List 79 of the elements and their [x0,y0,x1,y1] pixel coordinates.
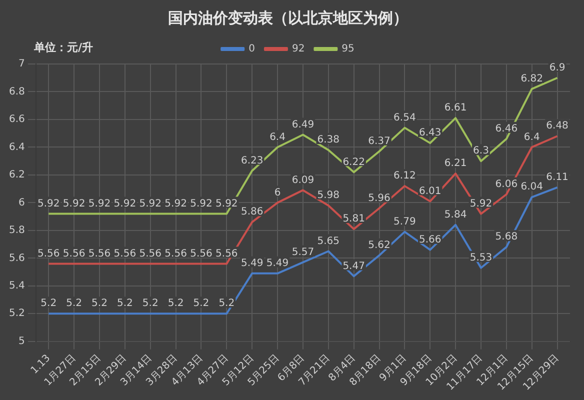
data-label: 5.92 [88,198,111,210]
y-tick-label: 6.4 [8,142,25,153]
data-label: 6.48 [546,120,568,132]
y-tick-label: 5 [18,336,25,347]
data-label: 5.98 [317,190,340,202]
data-label: 5.86 [240,206,264,218]
data-label: 5.92 [139,198,162,210]
data-label: 5.56 [190,248,212,260]
data-label: 5.92 [470,198,492,210]
legend-label: 95 [342,44,354,55]
data-label: 5.2 [142,298,158,310]
data-label: 5.56 [114,248,136,260]
data-label: 5.2 [66,298,82,310]
data-label: 5.56 [88,248,111,260]
data-label: 5.53 [470,252,492,264]
data-label: 6.22 [342,156,365,168]
y-tick-label: 5.2 [8,308,25,320]
y-tick-label: 6.8 [8,86,25,98]
y-tick-label: 5.6 [8,252,25,264]
data-label: 6.12 [394,170,416,182]
data-label: 6.38 [317,134,340,146]
data-label: 5.81 [342,214,365,225]
data-label: 5.79 [394,216,416,228]
data-label: 6.06 [495,178,518,190]
data-label: 6.09 [292,174,314,186]
data-label: 6.46 [495,123,518,134]
data-label: 5.66 [418,234,442,246]
data-label: 5.92 [62,198,86,210]
data-label: 5.84 [444,209,467,220]
data-label: 6.04 [520,182,543,193]
data-label: 6.23 [240,155,264,166]
data-label: 5.92 [37,198,60,210]
legend-label: 0 [248,44,255,55]
data-label: 5.56 [139,248,162,260]
data-label: 5.56 [37,248,60,260]
data-label: 5.2 [168,298,184,310]
data-label: 5.92 [190,198,212,210]
data-label: 5.2 [218,298,235,310]
data-label: 5.96 [368,192,390,204]
y-tick-label: 5.4 [8,280,25,292]
data-label: 5.49 [266,258,289,270]
data-label: 6.3 [473,146,489,157]
y-tick-label: 6 [18,197,25,208]
y-tick-label: 5.8 [8,225,25,236]
data-label: 6.9 [549,62,566,74]
data-label: 6.37 [368,136,390,147]
data-label: 5.2 [116,298,133,310]
data-label: 6.49 [292,119,314,130]
data-label: 5.92 [114,198,136,210]
data-label: 5.49 [240,258,264,270]
data-label: 5.65 [317,236,340,247]
y-tick-label: 6.6 [8,114,25,126]
data-label: 6.11 [546,172,568,184]
data-label: 5.68 [495,232,518,243]
data-label: 6.82 [520,74,543,85]
data-label: 5.47 [342,260,365,272]
data-label: 6.4 [270,132,286,143]
text: 单位：元/升 [33,40,94,54]
data-label: 6.54 [394,112,416,124]
data-label: 5.56 [216,248,238,260]
y-tick-label: 6.2 [8,170,25,181]
data-label: 5.2 [193,298,210,310]
chart-title: 国内油价变动表（以北京地区为例） [168,8,408,27]
data-label: 5.62 [368,240,390,251]
data-label: 6.61 [444,102,467,114]
data-label: 6.4 [524,132,540,143]
data-label: 5.92 [164,198,187,210]
data-label: 5.2 [40,298,57,310]
data-label: 5.56 [164,248,187,260]
data-label: 5.56 [62,248,86,260]
data-label: 5.57 [292,246,314,258]
data-label: 5.92 [216,198,238,210]
data-label: 6.43 [418,128,442,139]
data-label: 6.01 [418,186,442,197]
y-tick-label: 7 [18,58,25,70]
data-label: 6.21 [444,158,467,170]
data-label: 5.2 [92,298,108,310]
data-label: 6 [274,187,281,198]
legend-label: 92 [292,44,305,55]
